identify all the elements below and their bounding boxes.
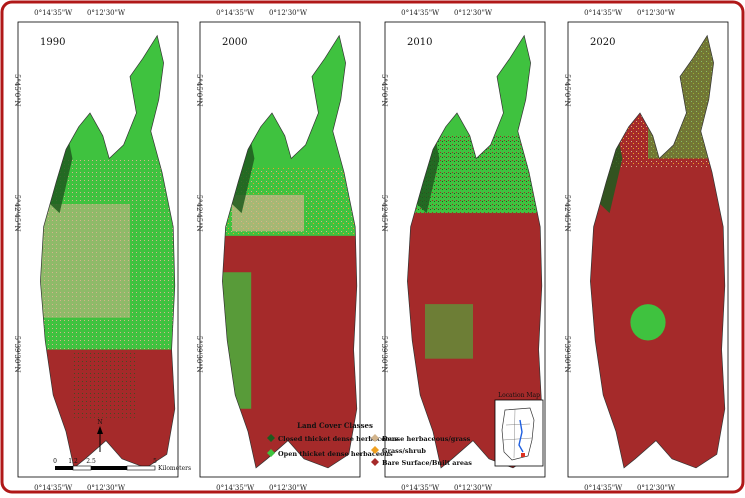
longitude-label-top: 0°14'35"W bbox=[584, 9, 623, 17]
latitude-label: 5°45'0"N bbox=[13, 74, 21, 107]
study-area-marker bbox=[521, 453, 525, 457]
longitude-label-top: 0°12'30"W bbox=[269, 9, 308, 17]
latitude-label: 5°39'30"N bbox=[380, 336, 388, 373]
longitude-label-top: 0°12'30"W bbox=[637, 9, 676, 17]
study-area-outline bbox=[222, 34, 358, 469]
scale-unit: Kilometers bbox=[158, 465, 191, 472]
longitude-label-top: 0°14'35"W bbox=[34, 9, 73, 17]
map-panel-1990: 1990 0°14'35"W 0°12'30"W 0°14'35"W 0°12'30"W… bbox=[13, 9, 179, 492]
legend-label: Bare Surface/Built areas bbox=[382, 459, 472, 467]
panel-year-label: 2010 bbox=[407, 37, 432, 48]
river-line bbox=[518, 419, 524, 453]
legend-item: Closed thicket dense herbaceous bbox=[267, 434, 398, 443]
legend-item: Dense herbaceous/grass bbox=[371, 434, 471, 443]
legend-title: Land Cover Classes bbox=[297, 421, 373, 430]
scale-segment bbox=[126, 465, 156, 471]
latitude-label: 5°45'0"N bbox=[195, 74, 203, 107]
country-outline bbox=[501, 407, 535, 461]
legend-swatch bbox=[267, 434, 275, 442]
map-panel-2000: 2000 0°14'35"W 0°12'30"W 0°14'35"W 0°12'30"W… bbox=[195, 9, 361, 492]
latitude-label: 5°39'30"N bbox=[195, 336, 203, 373]
longitude-label-bottom: 0°14'35"W bbox=[34, 484, 73, 492]
scale-tick-label: 0 bbox=[53, 458, 57, 465]
latitude-label: 5°39'30"N bbox=[563, 336, 571, 373]
longitude-label-bottom: 0°14'35"W bbox=[216, 484, 255, 492]
panel-year-label: 1990 bbox=[40, 37, 65, 48]
longitude-label-bottom: 0°12'30"W bbox=[87, 484, 126, 492]
scale-segment bbox=[72, 465, 92, 471]
longitude-label-bottom: 0°12'30"W bbox=[454, 484, 493, 492]
legend-swatch bbox=[371, 434, 379, 442]
longitude-label-bottom: 0°12'30"W bbox=[637, 484, 676, 492]
legend-item: Grass/shrub bbox=[371, 446, 426, 455]
latitude-label: 5°42'45"N bbox=[13, 195, 21, 232]
longitude-label-bottom: 0°14'35"W bbox=[584, 484, 623, 492]
legend-label: Dense herbaceous/grass bbox=[382, 435, 471, 443]
scale-bar: 0 1.2 2.5 5 Kilometers bbox=[53, 458, 191, 472]
scale-segment bbox=[55, 466, 73, 470]
latitude-label: 5°42'45"N bbox=[563, 195, 571, 232]
scale-tick-label: 1.2 bbox=[68, 458, 78, 465]
legend: Land Cover Classes Closed thicket dense … bbox=[267, 421, 472, 467]
region-boundaries bbox=[502, 408, 533, 459]
legend-label: Grass/shrub bbox=[382, 447, 426, 455]
longitude-label-bottom: 0°14'35"W bbox=[401, 484, 440, 492]
study-area-outline bbox=[40, 34, 176, 469]
longitude-label-top: 0°12'30"W bbox=[454, 9, 493, 17]
longitude-label-top: 0°12'30"W bbox=[87, 9, 126, 17]
study-area-outline bbox=[590, 34, 726, 469]
latitude-label: 5°45'0"N bbox=[380, 74, 388, 107]
latitude-label: 5°45'0"N bbox=[563, 74, 571, 107]
study-area-outline bbox=[407, 34, 543, 469]
location-map-title: Location Map bbox=[498, 392, 540, 399]
scale-tick-label: 5 bbox=[153, 458, 157, 465]
longitude-label-top: 0°14'35"W bbox=[216, 9, 255, 17]
legend-swatch bbox=[371, 458, 379, 466]
legend-label: Open thicket dense herbaceous bbox=[278, 450, 393, 458]
panel-year-label: 2000 bbox=[222, 37, 247, 48]
map-panel-2020: 2020 0°14'35"W 0°12'30"W 0°14'35"W 0°12'30"W… bbox=[563, 9, 729, 492]
panel-year-label: 2020 bbox=[590, 37, 615, 48]
legend-item: Open thicket dense herbaceous bbox=[267, 449, 393, 458]
scale-segment bbox=[91, 466, 127, 470]
legend-item: Bare Surface/Built areas bbox=[371, 458, 472, 467]
latitude-label: 5°42'45"N bbox=[380, 195, 388, 232]
latitude-label: 5°39'30"N bbox=[13, 336, 21, 373]
north-arrow-icon: N bbox=[97, 419, 103, 452]
longitude-label-top: 0°14'35"W bbox=[401, 9, 440, 17]
legend-label: Closed thicket dense herbaceous bbox=[278, 435, 398, 443]
latitude-label: 5°42'45"N bbox=[195, 195, 203, 232]
legend-swatch bbox=[371, 446, 379, 454]
location-map-inset: Location Map bbox=[494, 392, 544, 467]
legend-swatch bbox=[267, 449, 275, 457]
longitude-label-bottom: 0°12'30"W bbox=[269, 484, 308, 492]
north-label: N bbox=[97, 419, 102, 426]
scale-tick-label: 2.5 bbox=[86, 458, 96, 465]
